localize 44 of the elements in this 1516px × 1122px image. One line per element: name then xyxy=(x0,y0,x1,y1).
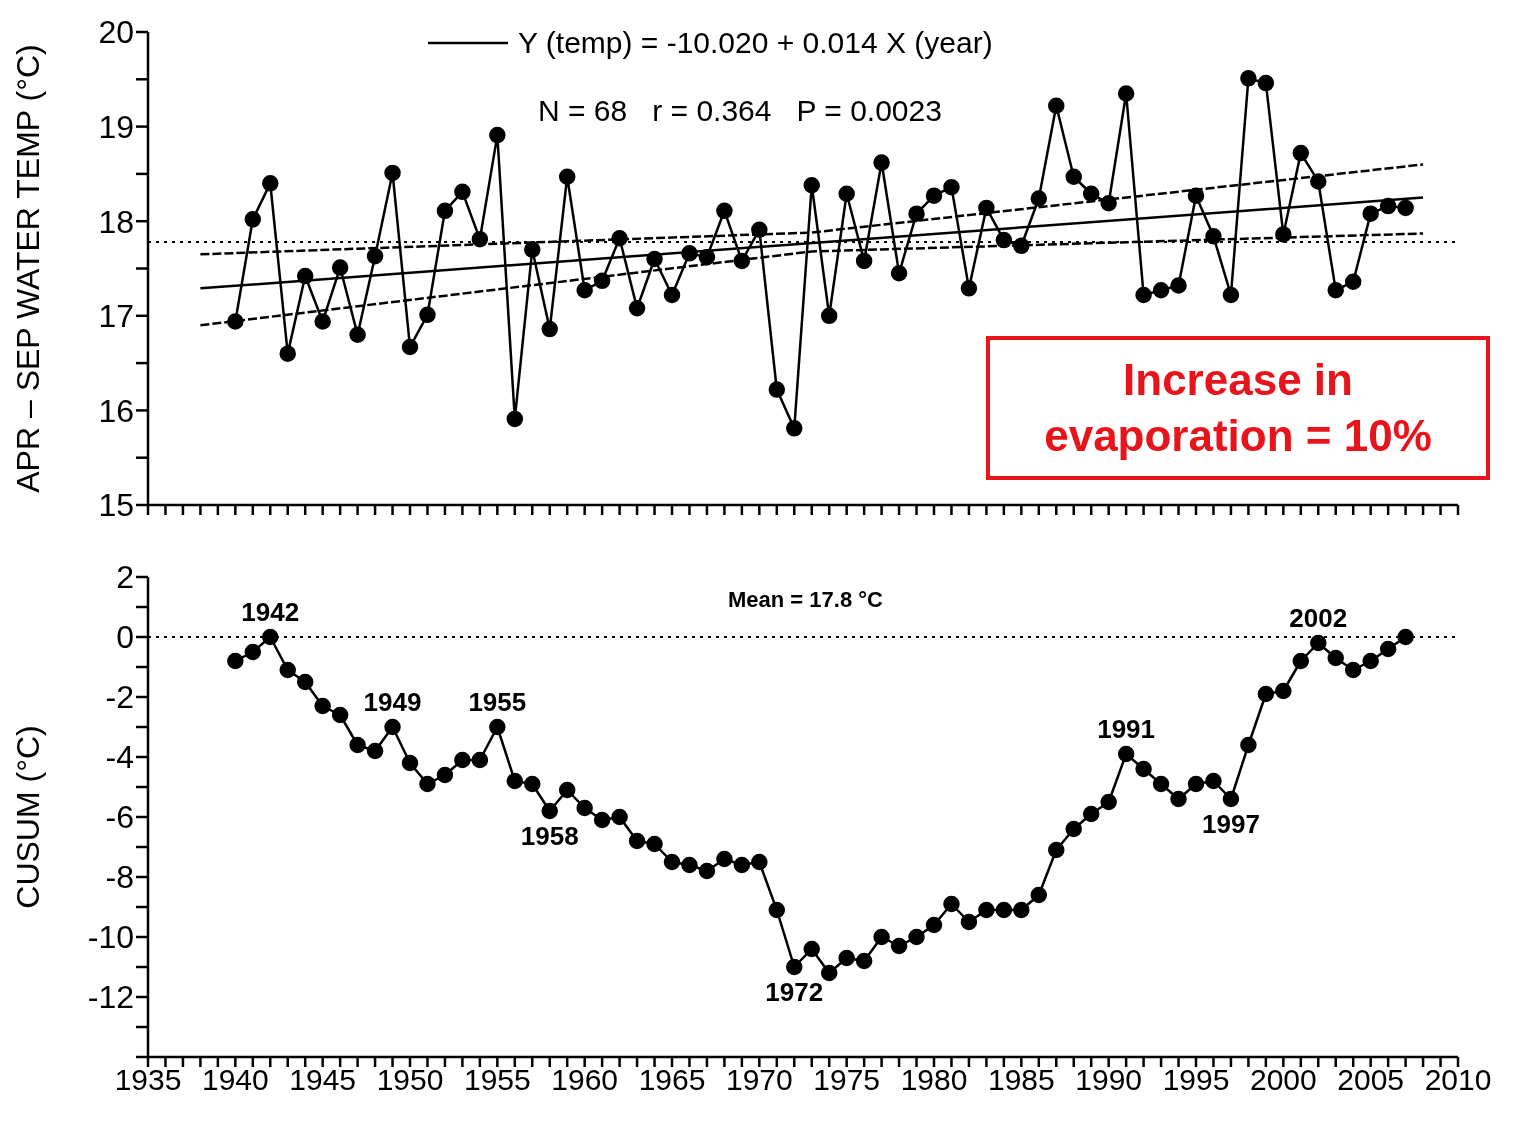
annotation: 2002 xyxy=(1289,603,1348,633)
y-tick-label: 18 xyxy=(98,203,134,240)
x-tick-label: 1970 xyxy=(725,1063,793,1097)
x-tick-label: 1995 xyxy=(1162,1063,1230,1097)
legend-label: Y (temp) = -10.020 + 0.014 X (year) xyxy=(518,26,993,60)
x-tick-label: 1965 xyxy=(638,1063,706,1097)
annotation: 1972 xyxy=(765,977,824,1008)
annotation: 1958 xyxy=(520,821,579,852)
x-tick-label: 1955 xyxy=(463,1063,531,1097)
x-tick-label: 1985 xyxy=(987,1063,1055,1097)
x-tick-label: 1990 xyxy=(1075,1063,1143,1097)
y-tick-label: -8 xyxy=(105,859,134,896)
x-tick-label: 1935 xyxy=(114,1063,182,1097)
x-tick-label: 2005 xyxy=(1337,1063,1405,1097)
y-axis-title: APR – SEP WATER TEMP (°C) xyxy=(10,44,47,493)
y-tick-label: -6 xyxy=(105,799,134,836)
annotation: 1942 xyxy=(241,597,300,627)
y-tick-label: 15 xyxy=(98,487,134,524)
annotation: 1955 xyxy=(468,687,527,717)
x-tick-label: 1950 xyxy=(376,1063,444,1097)
y-axis-title: CUSUM (°C) xyxy=(10,725,47,909)
annotation: 1949 xyxy=(363,687,422,717)
x-tick-label: 2000 xyxy=(1249,1063,1317,1097)
annotation: Mean = 17.8 °C xyxy=(728,587,883,613)
x-tick-label: 1960 xyxy=(551,1063,619,1097)
x-tick-label: 1940 xyxy=(201,1063,269,1097)
x-tick-label: 1945 xyxy=(289,1063,357,1097)
x-tick-label: 1975 xyxy=(813,1063,881,1097)
annotation: N = 68 r = 0.364 P = 0.0023 xyxy=(538,94,942,128)
y-tick-label: -2 xyxy=(105,679,134,716)
y-tick-label: 19 xyxy=(98,108,134,145)
y-tick-label: 0 xyxy=(116,619,134,656)
y-tick-label: -4 xyxy=(105,739,134,776)
y-tick-label: -12 xyxy=(87,979,134,1016)
annotation: 1997 xyxy=(1202,809,1260,840)
annotation: 1991 xyxy=(1097,714,1156,744)
y-tick-label: 17 xyxy=(98,298,134,335)
annotation: Increase in evaporation = 10% xyxy=(986,336,1490,480)
y-tick-label: 16 xyxy=(98,392,134,429)
y-tick-label: 20 xyxy=(98,14,134,51)
x-tick-label: 2010 xyxy=(1424,1063,1492,1097)
y-tick-label: 2 xyxy=(116,559,134,596)
x-tick-label: 1980 xyxy=(900,1063,968,1097)
y-tick-label: -10 xyxy=(87,919,134,956)
